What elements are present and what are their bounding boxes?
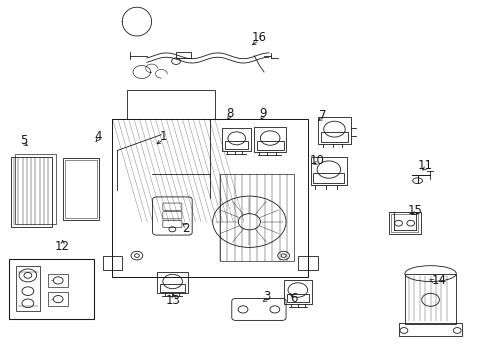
Bar <box>398 323 461 336</box>
Text: 12: 12 <box>55 240 70 253</box>
Bar <box>320 132 347 142</box>
Text: 2: 2 <box>182 222 189 235</box>
Text: 3: 3 <box>262 291 270 303</box>
Text: 13: 13 <box>166 294 181 307</box>
Bar <box>48 274 68 287</box>
Bar <box>48 292 68 306</box>
Text: 15: 15 <box>407 204 421 217</box>
Bar <box>220 174 294 261</box>
Bar <box>65 160 97 218</box>
Text: 8: 8 <box>225 107 233 120</box>
Bar <box>390 214 417 232</box>
Bar <box>15 154 56 224</box>
Bar <box>62 158 99 220</box>
Bar <box>157 272 187 293</box>
Bar <box>404 274 455 324</box>
Text: 1: 1 <box>160 130 167 143</box>
Text: 9: 9 <box>259 107 266 120</box>
Bar <box>283 280 311 304</box>
Bar <box>298 256 317 270</box>
Bar <box>224 141 248 149</box>
Bar <box>254 127 285 152</box>
Bar <box>256 141 283 150</box>
Bar <box>388 212 420 234</box>
Text: 10: 10 <box>309 154 324 167</box>
Text: 4: 4 <box>94 130 102 143</box>
Text: 16: 16 <box>251 31 266 44</box>
Bar <box>16 266 40 311</box>
Text: 6: 6 <box>289 292 297 305</box>
Bar <box>310 157 346 185</box>
Bar <box>9 259 94 319</box>
Bar <box>112 119 307 277</box>
Bar <box>160 284 185 292</box>
Text: 11: 11 <box>417 159 432 172</box>
Bar <box>286 294 308 302</box>
Text: 14: 14 <box>431 274 446 287</box>
Bar <box>176 52 190 58</box>
Bar <box>102 256 122 270</box>
Text: 5: 5 <box>20 134 27 147</box>
Bar <box>222 128 250 151</box>
Bar <box>11 157 52 227</box>
Bar <box>127 90 215 119</box>
Bar <box>317 117 350 144</box>
Text: 7: 7 <box>318 109 326 122</box>
Bar <box>313 173 344 183</box>
